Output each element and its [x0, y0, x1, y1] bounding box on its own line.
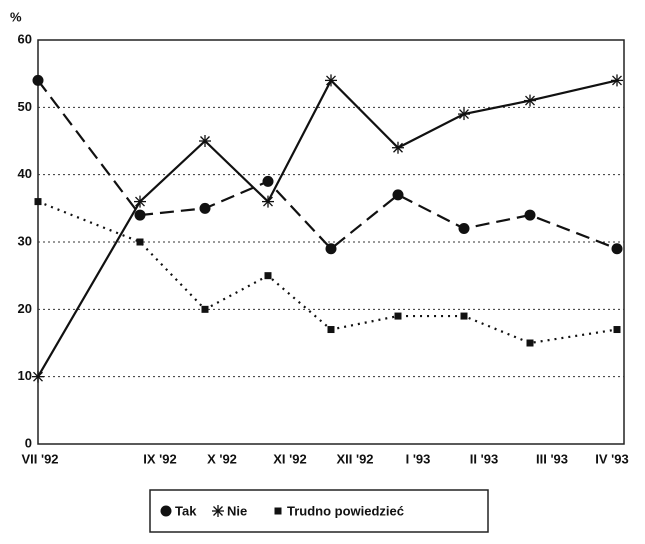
- legend-label: Trudno powiedzieć: [287, 503, 404, 518]
- y-tick-label: 0: [25, 435, 32, 450]
- y-tick-label: 50: [18, 99, 32, 114]
- plot-frame: [37, 39, 625, 445]
- marker: [136, 238, 144, 246]
- marker: [34, 198, 42, 206]
- marker: [526, 339, 534, 347]
- x-tick-label: VII '92: [21, 451, 58, 466]
- marker: [327, 326, 335, 334]
- marker-stroke: [612, 75, 622, 86]
- marker: [262, 175, 274, 187]
- marker: [458, 223, 470, 235]
- marker: [460, 312, 468, 320]
- marker: [160, 505, 172, 517]
- x-tick-label: I '93: [406, 451, 431, 466]
- marker: [201, 305, 209, 313]
- marker: [611, 243, 623, 255]
- marker-stroke: [263, 196, 273, 207]
- marker: [524, 209, 536, 221]
- y-tick-label: 10: [18, 368, 32, 383]
- marker-stroke: [200, 136, 210, 146]
- y-tick-label: 40: [18, 166, 32, 181]
- marker-stroke: [525, 95, 535, 106]
- x-tick-label: IX '92: [143, 451, 176, 466]
- marker: [394, 312, 402, 320]
- marker: [134, 195, 146, 208]
- legend-frame: [149, 489, 489, 533]
- x-tick-label: XI '92: [273, 451, 306, 466]
- x-tick-label: X '92: [207, 451, 237, 466]
- marker: [392, 189, 404, 201]
- y-tick-label: 30: [18, 233, 32, 248]
- marker: [134, 209, 146, 221]
- x-tick-label: II '93: [470, 451, 498, 466]
- marker: [199, 135, 211, 147]
- marker: [524, 94, 536, 107]
- x-tick-label: IV '93: [595, 451, 628, 466]
- legend-label: Nie: [227, 503, 247, 518]
- marker: [611, 74, 623, 87]
- series-line: [37, 79, 618, 251]
- marker: [264, 272, 272, 280]
- marker-stroke: [326, 75, 336, 86]
- marker-stroke: [33, 371, 43, 382]
- marker: [32, 74, 44, 86]
- marker: [325, 243, 337, 255]
- marker-stroke: [135, 196, 145, 207]
- marker: [458, 108, 470, 121]
- series-line: [37, 200, 618, 345]
- marker: [325, 74, 337, 87]
- marker: [392, 141, 404, 154]
- marker: [613, 326, 621, 334]
- marker-stroke: [393, 142, 403, 153]
- legend-label: Tak: [175, 503, 197, 518]
- x-tick-label: XII '92: [336, 451, 373, 466]
- marker: [212, 505, 224, 517]
- marker: [262, 195, 274, 208]
- y-tick-label: 20: [18, 301, 32, 316]
- marker: [32, 370, 44, 383]
- x-tick-label: III '93: [536, 451, 568, 466]
- marker: [199, 202, 211, 214]
- y-axis-label: %: [10, 9, 22, 24]
- y-tick-label: 60: [18, 31, 32, 46]
- marker-stroke: [459, 109, 469, 120]
- marker: [274, 507, 282, 515]
- marker-stroke: [213, 506, 223, 516]
